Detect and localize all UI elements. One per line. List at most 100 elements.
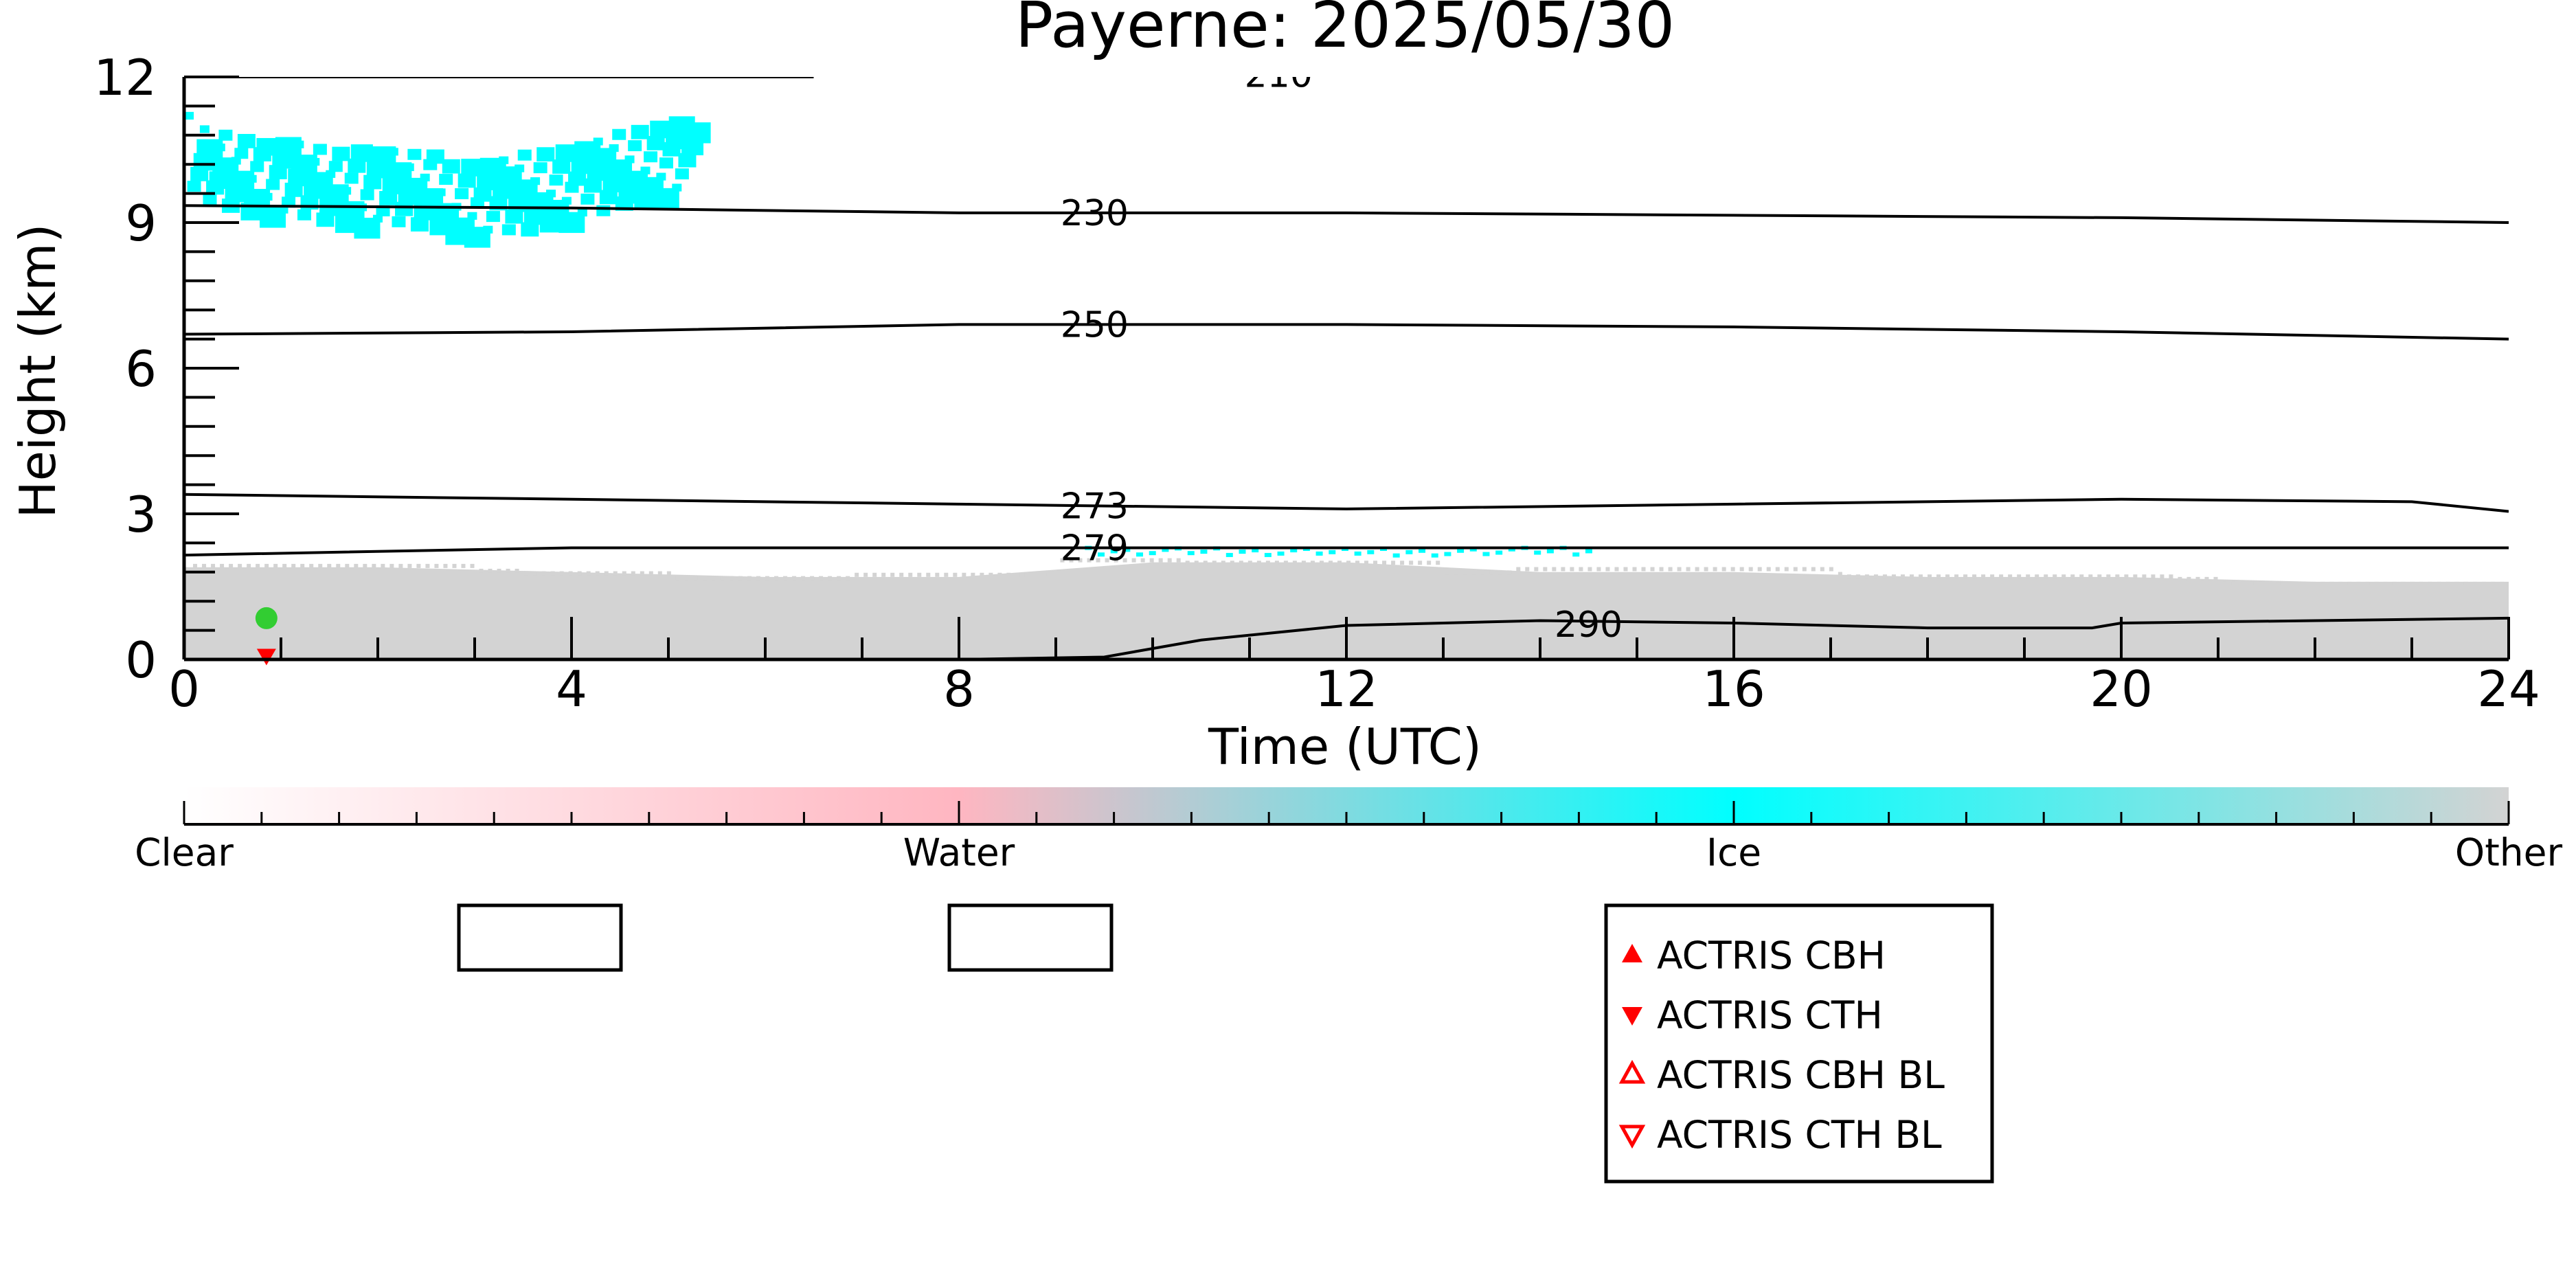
- ice-cloud-pixel: [656, 172, 666, 181]
- y-axis-label: Height (km): [9, 224, 67, 519]
- region-speckle: [1596, 567, 1601, 572]
- region-speckle: [1454, 570, 1458, 575]
- ice-cloud-pixel: [644, 151, 658, 163]
- region-speckle: [1373, 561, 1378, 565]
- ice-cloud-pixel: [672, 183, 682, 192]
- region-speckle: [1775, 567, 1780, 572]
- ice-cloud-pixel: [1315, 551, 1323, 556]
- ice-cloud-pixel: [234, 148, 249, 159]
- region-speckle: [264, 563, 269, 568]
- region-speckle: [1757, 567, 1762, 572]
- region-speckle: [675, 576, 680, 580]
- region-speckle: [1552, 567, 1557, 572]
- cbh-marker: [255, 607, 278, 629]
- region-speckle: [1748, 567, 1753, 572]
- region-speckle: [1766, 567, 1771, 572]
- region-speckle: [211, 563, 216, 568]
- ice-cloud-pixel: [297, 209, 311, 221]
- region-speckle: [2240, 581, 2245, 586]
- region-speckle: [765, 576, 769, 580]
- ice-cloud-pixel: [237, 133, 256, 148]
- ice-cloud-pixel: [417, 188, 444, 210]
- region-speckle: [1382, 561, 1387, 565]
- isotherm-label: 290: [1555, 605, 1623, 646]
- region-speckle: [2303, 581, 2307, 586]
- ice-cloud-pixel: [187, 181, 201, 192]
- region-speckle: [1829, 567, 1833, 572]
- region-speckle: [1310, 561, 1315, 565]
- ice-cloud-pixel: [536, 147, 555, 162]
- legend-label: ACTRIS CBH: [1657, 934, 1886, 978]
- region-speckle: [193, 563, 198, 568]
- region-speckle: [944, 572, 949, 577]
- region-speckle: [935, 572, 940, 577]
- ice-cloud-pixel: [275, 137, 302, 158]
- x-tick-label: 0: [168, 660, 200, 718]
- region-speckle: [1963, 574, 1968, 579]
- region-speckle: [363, 563, 368, 568]
- region-speckle: [1078, 558, 1083, 563]
- region-speckle: [1891, 574, 1896, 579]
- region-speckle: [1158, 558, 1163, 563]
- ice-cloud-pixel: [332, 146, 350, 161]
- region-speckle: [2374, 581, 2379, 586]
- region-speckle: [640, 571, 644, 576]
- ice-cloud-pixel: [1225, 552, 1233, 557]
- ice-cloud-pixel: [363, 174, 382, 190]
- region-speckle: [1802, 567, 1807, 572]
- region-speckle: [506, 568, 510, 573]
- ice-cloud-pixel: [1200, 550, 1208, 554]
- legend-marker: [1622, 1007, 1642, 1026]
- x-axis-label: Time (UTC): [1208, 718, 1482, 776]
- region-speckle: [2088, 574, 2093, 579]
- region-speckle: [711, 576, 716, 580]
- region-speckle: [381, 563, 385, 568]
- region-speckle: [1704, 567, 1708, 572]
- region-speckle: [1131, 558, 1136, 563]
- region-speckle: [282, 563, 287, 568]
- region-speckle: [2490, 581, 2495, 586]
- region-speckle: [1730, 567, 1735, 572]
- region-speckle: [2285, 581, 2290, 586]
- region-speckle: [398, 563, 403, 568]
- region-speckle: [1122, 558, 1127, 563]
- ice-cloud-pixel: [1123, 547, 1131, 552]
- ice-cloud-pixel: [628, 140, 642, 152]
- region-speckle: [953, 572, 958, 577]
- ice-cloud-pixel: [455, 188, 469, 199]
- region-speckle: [1507, 570, 1512, 575]
- ice-cloud-pixel: [1149, 551, 1156, 556]
- ice-cloud-pixel: [599, 190, 618, 205]
- region-speckle: [2035, 574, 2040, 579]
- ice-cloud-pixel: [631, 124, 649, 139]
- ice-cloud-pixel: [1572, 552, 1580, 557]
- region-speckle: [2347, 581, 2352, 586]
- ice-cloud-pixel: [1329, 550, 1336, 554]
- region-speckle: [470, 563, 475, 568]
- region-speckle: [810, 576, 815, 580]
- empty-legend-box-2: [947, 903, 1114, 972]
- region-speckle: [738, 576, 743, 580]
- ice-cloud-pixel: [640, 166, 651, 174]
- ice-cloud-pixel: [1354, 551, 1362, 556]
- region-speckle: [1686, 567, 1691, 572]
- region-speckle: [2222, 581, 2227, 586]
- region-speckle: [2320, 581, 2325, 586]
- isotherm-line: [184, 616, 2509, 659]
- isotherm-label: 250: [1061, 304, 1129, 346]
- ice-cloud-pixel: [1097, 552, 1105, 557]
- region-speckle: [2463, 581, 2468, 586]
- ice-cloud-pixel: [442, 159, 460, 174]
- region-speckle: [2410, 581, 2415, 586]
- region-speckle: [389, 563, 394, 568]
- region-speckle: [819, 576, 824, 580]
- region-speckle: [729, 576, 734, 580]
- region-speckle: [881, 572, 886, 577]
- cth-marker: [256, 648, 276, 666]
- ice-cloud-pixel: [684, 122, 711, 144]
- region-speckle: [890, 572, 895, 577]
- region-speckle: [2106, 574, 2111, 579]
- ice-cloud-pixel: [624, 155, 635, 163]
- region-speckle: [1543, 567, 1548, 572]
